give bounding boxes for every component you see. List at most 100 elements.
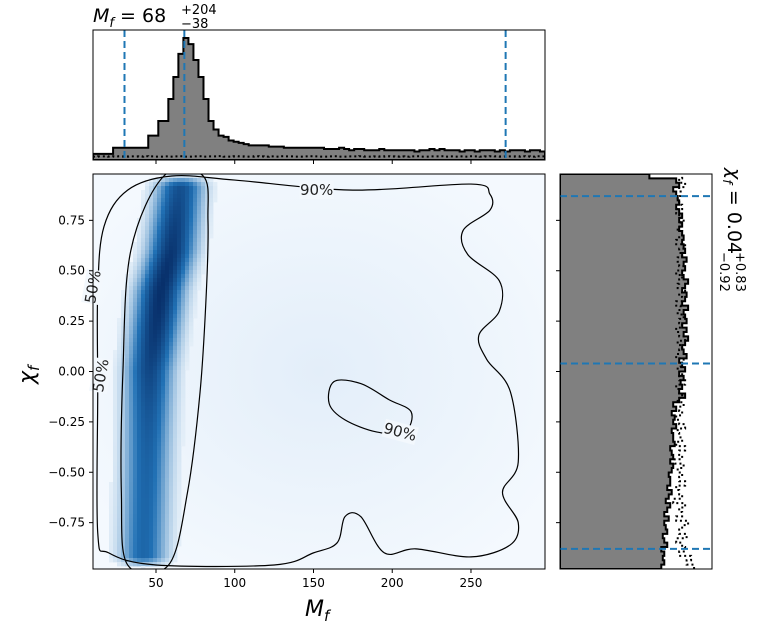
heatmap-cell <box>169 402 174 407</box>
heatmap-cell <box>165 310 170 315</box>
heatmap-cell <box>157 294 162 299</box>
heatmap-cell <box>133 558 138 563</box>
heatmap-cell <box>165 258 170 263</box>
heatmap-cell <box>157 430 162 435</box>
heatmap-cell <box>125 458 130 463</box>
heatmap-cell <box>149 446 154 451</box>
heatmap-cell <box>177 278 182 283</box>
heatmap-cell <box>169 374 174 379</box>
heatmap-cell <box>181 334 186 339</box>
heatmap-cell <box>145 422 150 427</box>
heatmap-cell <box>177 330 182 335</box>
heatmap-cell <box>177 410 182 415</box>
heatmap-cell <box>121 510 126 515</box>
heatmap-cell <box>125 490 130 495</box>
heatmap-cell <box>169 346 174 351</box>
heatmap-cell <box>181 178 186 183</box>
heatmap-cell <box>177 406 182 411</box>
heatmap-cell <box>193 310 198 315</box>
heatmap-cell <box>185 190 190 195</box>
heatmap-cell <box>209 194 214 199</box>
heatmap-cell <box>125 546 130 551</box>
heatmap-cell <box>121 474 126 479</box>
heatmap-cell <box>193 242 198 247</box>
heatmap-cell <box>133 414 138 419</box>
joint-panel: 50%50%90%90% 50 100 150 200 250 −0.75−0.50−0… <box>15 173 546 625</box>
heatmap-cell <box>113 466 118 471</box>
heatmap-cell <box>177 326 182 331</box>
heatmap-cell <box>121 506 126 511</box>
heatmap-cell <box>161 258 166 263</box>
heatmap-cell <box>197 238 202 243</box>
heatmap-cell <box>133 410 138 415</box>
heatmap-cell <box>173 222 178 227</box>
heatmap-cell <box>165 506 170 511</box>
heatmap-cell <box>157 502 162 507</box>
heatmap-cell <box>157 346 162 351</box>
heatmap-cell <box>169 486 174 491</box>
heatmap-cell <box>149 414 154 419</box>
heatmap-cell <box>193 214 198 219</box>
heatmap-cell <box>137 254 142 259</box>
heatmap-cell <box>145 314 150 319</box>
heatmap-cell <box>169 394 174 399</box>
heatmap-cell <box>113 486 118 491</box>
heatmap-cell <box>145 478 150 483</box>
heatmap-cell <box>141 302 146 307</box>
heatmap-cell <box>141 542 146 547</box>
heatmap-cell <box>165 214 170 219</box>
heatmap-cell <box>185 206 190 211</box>
heatmap-cell <box>125 306 130 311</box>
heatmap-cell <box>129 386 134 391</box>
heatmap-cell <box>121 562 126 567</box>
heatmap-cell <box>185 342 190 347</box>
heatmap-cell <box>173 274 178 279</box>
heatmap-cell <box>209 182 214 187</box>
heatmap-cell <box>157 558 162 563</box>
heatmap-cell <box>169 298 174 303</box>
heatmap-cell <box>149 486 154 491</box>
heatmap-cell <box>133 522 138 527</box>
heatmap-cell <box>145 466 150 471</box>
heatmap-cell <box>129 422 134 427</box>
heatmap-cell <box>121 382 126 387</box>
heatmap-cell <box>169 286 174 291</box>
heatmap-cell <box>137 562 142 567</box>
heatmap-cell <box>133 354 138 359</box>
heatmap-cell <box>141 498 146 503</box>
heatmap-cell <box>157 498 162 503</box>
heatmap-cell <box>149 182 154 187</box>
heatmap-cell <box>161 530 166 535</box>
heatmap-cell <box>133 282 138 287</box>
heatmap-cell <box>149 502 154 507</box>
heatmap-cell <box>145 398 150 403</box>
heatmap-cell <box>125 450 130 455</box>
heatmap-cell <box>145 298 150 303</box>
heatmap-cell <box>137 322 142 327</box>
heatmap-cell <box>137 534 142 539</box>
heatmap-cell <box>153 210 158 215</box>
heatmap-cell <box>145 250 150 255</box>
heatmap-cell <box>141 486 146 491</box>
heatmap-cell <box>149 474 154 479</box>
heatmap-cell <box>177 242 182 247</box>
heatmap-cell <box>149 442 154 447</box>
heatmap-cell <box>149 286 154 291</box>
heatmap-cell <box>141 222 146 227</box>
heatmap-cell <box>153 462 158 467</box>
heatmap-cell <box>165 370 170 375</box>
heatmap-cell <box>133 514 138 519</box>
heatmap-cell <box>117 350 122 355</box>
heatmap-cell <box>153 358 158 363</box>
heatmap-cell <box>121 446 126 451</box>
heatmap-cell <box>165 430 170 435</box>
heatmap-cell <box>173 506 178 511</box>
heatmap-cell <box>153 322 158 327</box>
heatmap-cell <box>149 378 154 383</box>
heatmap-cell <box>125 374 130 379</box>
heatmap-cell <box>165 382 170 387</box>
heatmap-cell <box>197 222 202 227</box>
y-tick-label: −0.25 <box>48 415 85 429</box>
heatmap-cell <box>177 394 182 399</box>
